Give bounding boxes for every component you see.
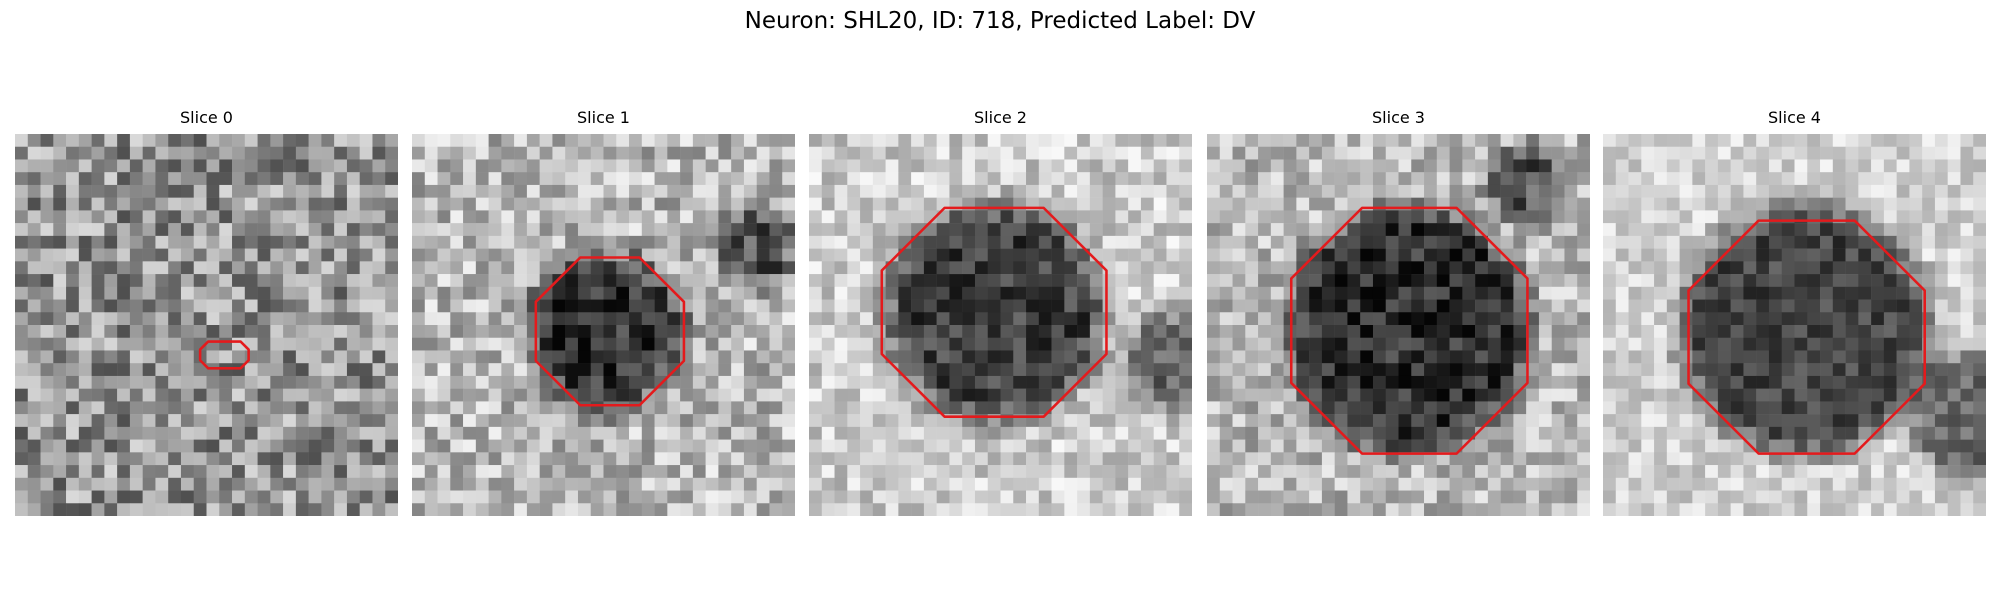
panel-title: Slice 4 — [1768, 108, 1821, 127]
slice-image — [1207, 134, 1590, 516]
contour — [1289, 206, 1529, 455]
pixels — [1603, 134, 1986, 516]
contour — [1687, 219, 1926, 455]
contour — [198, 340, 250, 370]
slice-image — [15, 134, 398, 516]
panel-title: Slice 3 — [1372, 108, 1425, 127]
slice-image — [412, 134, 795, 516]
slice-image — [1603, 134, 1986, 516]
pixels — [809, 134, 1192, 516]
panel-title: Slice 2 — [974, 108, 1027, 127]
pixels — [1207, 134, 1590, 516]
figure-title: Neuron: SHL20, ID: 718, Predicted Label:… — [744, 8, 1256, 34]
panel-title: Slice 0 — [180, 108, 233, 127]
slice-image — [809, 134, 1192, 516]
contour — [880, 206, 1108, 418]
panel-title: Slice 1 — [577, 108, 630, 127]
contour — [534, 256, 686, 407]
pixels — [15, 134, 398, 516]
pixels — [412, 134, 795, 516]
